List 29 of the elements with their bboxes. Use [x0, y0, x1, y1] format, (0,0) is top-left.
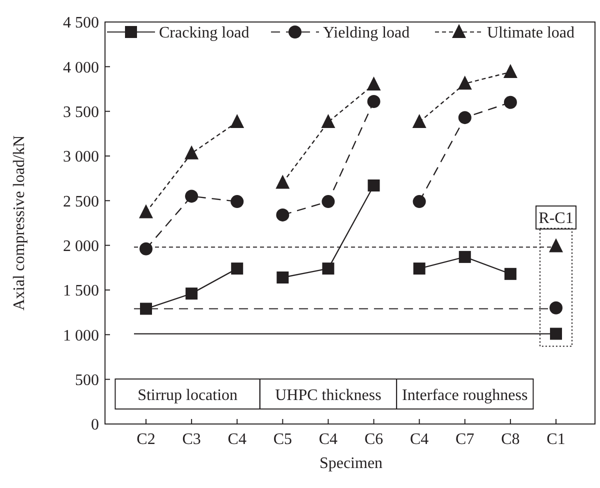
legend-label: Yielding load: [323, 24, 410, 42]
x-tick-label: C1: [546, 431, 566, 448]
x-tick-label: C2: [136, 431, 156, 448]
x-tick-label: C3: [182, 431, 201, 448]
legend-label: Ultimate load: [487, 24, 575, 42]
y-tick-label: 0: [91, 416, 99, 434]
annotation: R-C1: [538, 210, 574, 227]
x-tick-label: C8: [501, 431, 520, 448]
x-tick-label: C4: [228, 431, 246, 448]
annotation: Stirrup location: [138, 387, 238, 404]
legend-label: Cracking load: [159, 24, 250, 42]
y-tick-label: 2 500: [63, 193, 99, 210]
y-tick-label: 2 000: [63, 238, 99, 255]
y-tick-label: 4 000: [63, 59, 99, 76]
x-tick-label: C4: [410, 431, 429, 448]
x-tick-label: C7: [456, 431, 474, 448]
x-axis-title: Specimen: [319, 455, 383, 472]
y-tick-label: 3 000: [63, 148, 99, 166]
y-tick-label: 500: [75, 372, 99, 389]
y-axis-title: Axial compressive load/kN: [11, 135, 28, 311]
x-tick-label: C5: [273, 431, 292, 448]
y-tick-label: 4 500: [63, 14, 99, 32]
annotation: UHPC thickness: [275, 387, 382, 404]
annotation: Interface roughness: [402, 387, 528, 404]
y-tick-label: 1 500: [63, 282, 99, 300]
y-tick-label: 1 000: [63, 327, 99, 344]
x-tick-label: C6: [364, 431, 384, 448]
y-tick-label: 3 500: [63, 104, 99, 121]
x-tick-label: C4: [318, 431, 338, 448]
